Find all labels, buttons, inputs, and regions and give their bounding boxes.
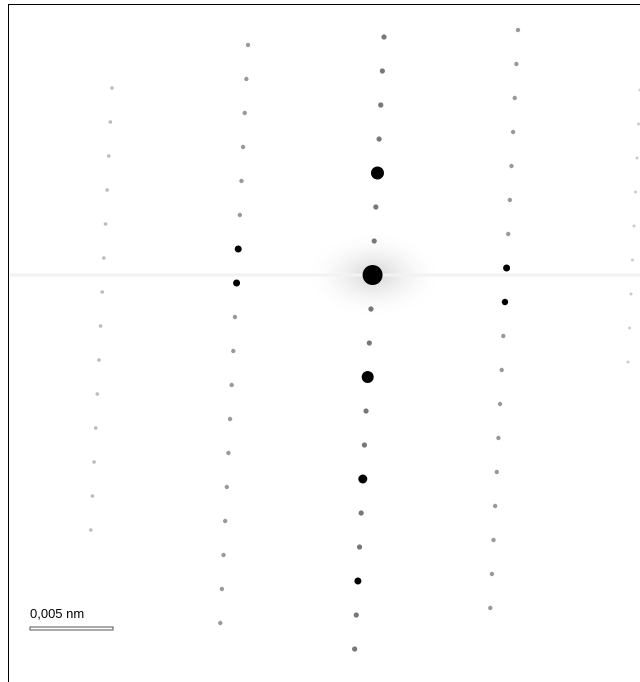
spot: [241, 145, 245, 149]
spot: [110, 86, 114, 90]
spot: [228, 417, 232, 421]
spot: [229, 383, 233, 387]
background: [0, 0, 640, 682]
spot: [100, 290, 104, 294]
spot: [368, 306, 373, 311]
spot: [498, 402, 502, 406]
spot: [377, 136, 382, 141]
spot: [89, 528, 93, 532]
spot: [223, 519, 227, 523]
spot: [358, 475, 367, 484]
spot: [511, 130, 515, 134]
spot: [221, 553, 225, 557]
spot: [631, 259, 634, 262]
spot: [359, 510, 364, 515]
spot: [373, 204, 378, 209]
spot: [357, 544, 362, 549]
spot: [99, 324, 103, 328]
spot: [501, 334, 505, 338]
spot: [634, 191, 637, 194]
spot: [233, 280, 240, 287]
spot: [107, 154, 111, 158]
spot: [627, 361, 630, 364]
spot: [94, 426, 98, 430]
spot: [495, 470, 499, 474]
spot: [102, 256, 106, 260]
spot: [628, 327, 631, 330]
diffraction-pattern: 0,005 nm: [0, 0, 640, 682]
spot: [243, 111, 247, 115]
spot: [218, 621, 222, 625]
spot: [220, 587, 224, 591]
spot: [362, 442, 367, 447]
spot: [630, 293, 633, 296]
scale-bar-label: 0,005 nm: [30, 606, 84, 621]
spot: [516, 28, 520, 32]
spot: [371, 167, 384, 180]
spot: [636, 157, 639, 160]
spot: [509, 164, 513, 168]
spot: [503, 265, 510, 272]
spot: [225, 485, 229, 489]
spot: [380, 68, 385, 73]
spot: [490, 572, 494, 576]
spot: [239, 179, 243, 183]
spot: [352, 646, 357, 651]
spot: [105, 188, 109, 192]
spot: [235, 246, 242, 253]
spot: [238, 213, 242, 217]
spot: [109, 120, 113, 124]
spot: [513, 96, 517, 100]
spot: [508, 198, 512, 202]
spot: [91, 494, 95, 498]
spot: [246, 43, 250, 47]
spot: [378, 102, 383, 107]
spot: [354, 612, 359, 617]
spot: [499, 368, 503, 372]
spot: [96, 392, 100, 396]
spot: [506, 232, 510, 236]
spot: [354, 578, 361, 585]
spot: [363, 408, 368, 413]
spot: [367, 340, 372, 345]
spot: [496, 436, 500, 440]
spot: [233, 315, 237, 319]
spot: [491, 538, 495, 542]
spot: [514, 62, 518, 66]
spot: [362, 371, 374, 383]
spot: [502, 299, 508, 305]
spot: [372, 238, 377, 243]
spot: [244, 77, 248, 81]
spot: [381, 34, 386, 39]
spot: [493, 504, 497, 508]
spot: [97, 358, 101, 362]
spot: [363, 265, 383, 285]
spot: [231, 349, 235, 353]
scale-bar: [30, 627, 113, 630]
spot: [104, 222, 108, 226]
spot: [488, 606, 492, 610]
spot: [92, 460, 96, 464]
spot: [633, 225, 636, 228]
spot: [226, 451, 230, 455]
